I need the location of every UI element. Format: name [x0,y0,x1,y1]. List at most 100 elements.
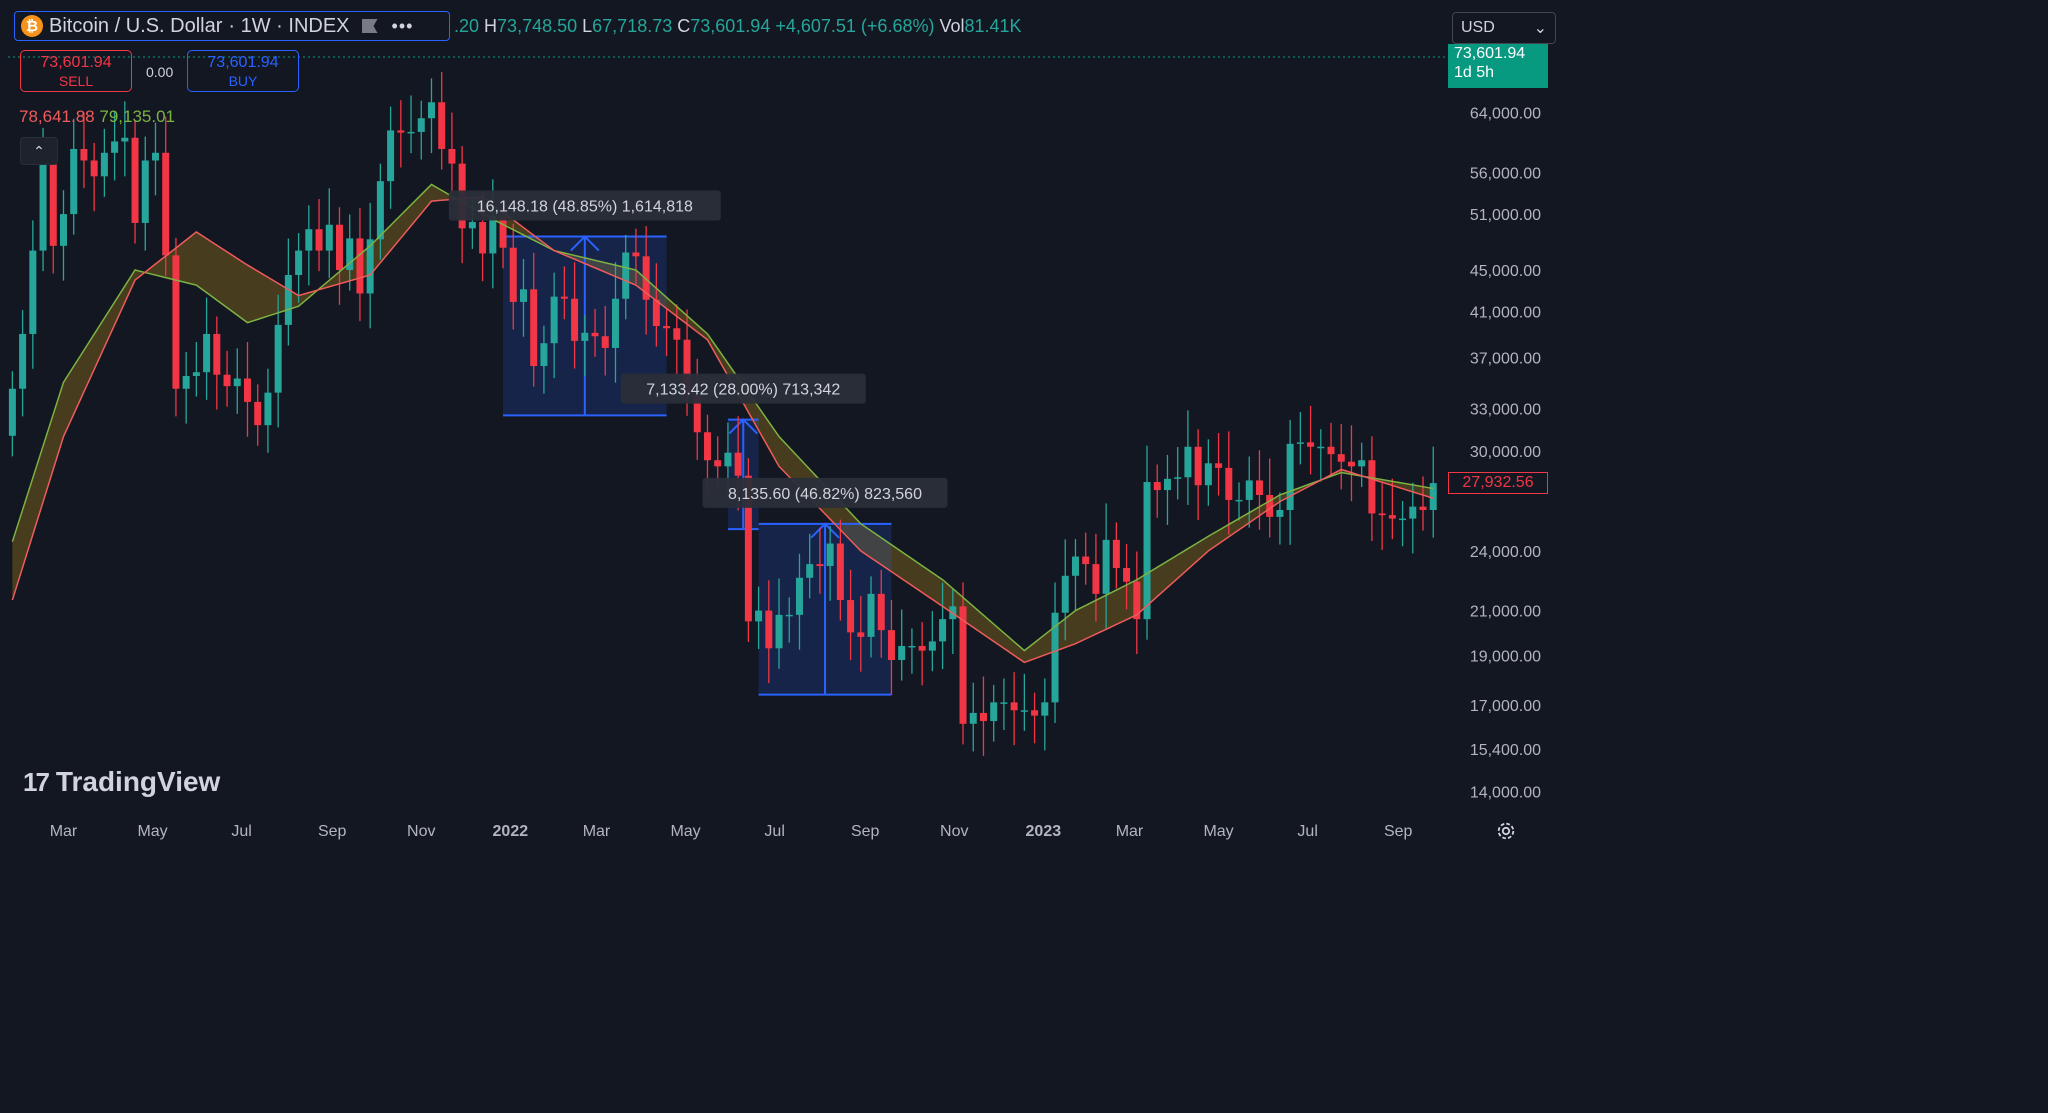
candle [867,593,875,637]
close-label: C [677,16,691,36]
candle [1245,480,1253,500]
candle [264,392,272,426]
candle [121,137,129,142]
candle [959,606,967,724]
candle [1429,483,1437,511]
candle [571,298,579,341]
candle [162,152,170,256]
candle [1358,460,1366,467]
candle [1092,564,1100,594]
ma-ribbon [12,184,1434,663]
x-tick-label: May [670,823,700,840]
candle [438,102,446,149]
ma-fast-line [11,196,1434,664]
candle [417,118,425,132]
measure-label-bg [448,190,721,221]
candle [795,577,803,615]
buy-price: 73,601.94 [207,54,279,71]
sell-button[interactable]: 73,601.94 SELL [20,50,132,92]
candle [1368,460,1376,514]
candle [1133,581,1141,620]
tradingview-mark-icon: 17 [23,766,50,797]
ohlc-legend: .20 H73,748.50 L67,718.73 C73,601.94 +4,… [454,16,1022,37]
symbol-name: Bitcoin / U.S. Dollar [49,14,223,37]
candle [673,328,681,340]
price-chart[interactable]: 64,000.00 56,000.00 51,000.00 45,000.00 41,0… [0,0,1568,852]
candle [111,141,119,153]
candle [427,102,435,119]
candle [826,543,834,567]
tradingview-logo[interactable]: 17 TradingView [23,766,220,798]
x-tick-label: Jul [764,823,784,840]
y-tick-label: 21,000.00 [1470,604,1541,621]
measure-label: 16,148.18 (48.85%) 1,614,818 [477,199,693,216]
candle [714,460,722,467]
candle [550,296,558,344]
candle [192,372,200,376]
candle [305,229,313,251]
y-tick-label: 17,000.00 [1470,698,1541,715]
x-tick-label: 2023 [1026,823,1062,840]
candle [172,255,180,389]
currency-value: USD [1461,19,1495,36]
candle [540,343,548,367]
candle [19,333,27,389]
candle [1082,556,1090,565]
chevron-down-icon: ⌄ [1533,20,1547,37]
candle [1123,567,1131,582]
candle [755,610,763,622]
current-price-tag: 73,601.94 1d 5h [1448,44,1548,88]
x-tick-label: Mar [50,823,78,840]
x-tick-label: Mar [1116,823,1144,840]
candle [1071,556,1079,576]
candle [448,148,456,164]
measure-label: 7,133.42 (28.00%) 713,342 [646,382,840,399]
measure-arrowhead [810,522,840,539]
candle [141,160,149,223]
candle [509,247,517,302]
candle [898,645,906,661]
candle [775,614,783,649]
candle [39,164,47,251]
candle [1112,539,1120,568]
candle [397,130,405,133]
buy-button[interactable]: 73,601.94 BUY [187,50,299,92]
more-options-icon[interactable]: ••• [391,15,414,36]
flag-icon[interactable] [361,19,378,33]
high-label: H [484,16,498,36]
candle [1378,513,1386,516]
candle [1051,612,1059,703]
candle [376,181,384,240]
logo-text: TradingView [55,766,221,797]
candle [990,702,998,722]
ma-slow-value: 79,135.01 [99,107,176,126]
candle [1399,518,1407,521]
y-tick-label: 37,000.00 [1470,350,1541,367]
candle [1041,702,1049,716]
candle [284,275,292,325]
x-tick-label: Mar [583,823,611,840]
currency-select[interactable]: USD ⌄ [1452,12,1556,44]
candle [1337,454,1345,462]
candle [591,332,599,337]
symbol-header[interactable]: ₿ Bitcoin / U.S. Dollar · 1W · INDEX ••• [14,11,450,41]
high-value: 73,748.50 [497,16,578,36]
sell-price: 73,601.94 [40,54,112,71]
collapse-legend-button[interactable]: ⌃ [20,137,58,165]
candle [223,374,231,387]
candle [182,375,190,389]
candle [213,333,221,375]
candle [560,296,568,299]
candle [836,543,844,601]
x-tick-label: 2022 [493,823,529,840]
candle [70,148,78,215]
candle [1031,710,1039,716]
candle [601,336,609,348]
candle [274,324,282,393]
candle [1215,463,1223,468]
spread-value: 0.00 [146,64,174,80]
volume-label: Vol [939,16,965,36]
candle [642,256,650,300]
candle [908,645,916,648]
gear-icon[interactable] [1495,820,1517,842]
